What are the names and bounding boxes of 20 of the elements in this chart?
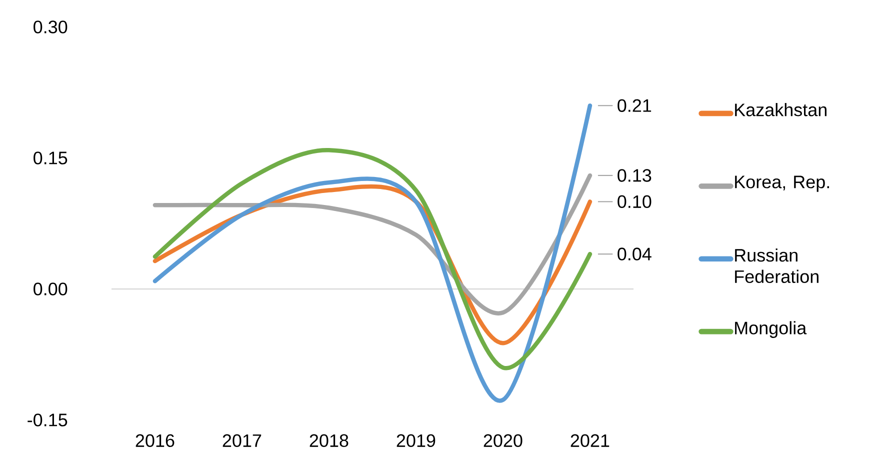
y-tick-label: 0.15 — [34, 152, 68, 164]
line-series — [152, 103, 592, 402]
legend-label: Mongolia — [735, 321, 807, 338]
y-tick-label: -0.15 — [28, 414, 68, 426]
annotation: 0.13 — [618, 169, 652, 182]
x-tick-label: 2018 — [310, 434, 348, 447]
annotation: 0.21 — [618, 99, 652, 112]
x-tick-label: 2016 — [136, 434, 174, 447]
legend-label: Kazakhstan — [735, 103, 826, 116]
x-tick-label: 2019 — [396, 434, 436, 447]
legend-label: Korea, Rep. — [735, 176, 829, 192]
x-tick-label: 2020 — [484, 434, 522, 447]
x-tick-label: 2021 — [570, 434, 610, 447]
legend-label: Russian Federation — [735, 248, 818, 283]
y-tick-label: 0.30 — [34, 20, 68, 34]
x-tick-label: 2017 — [222, 434, 262, 447]
line-series — [152, 148, 592, 370]
annotation: 0.04 — [618, 248, 652, 260]
y-tick-label: 0.00 — [34, 282, 68, 296]
annotation: 0.10 — [618, 195, 652, 208]
